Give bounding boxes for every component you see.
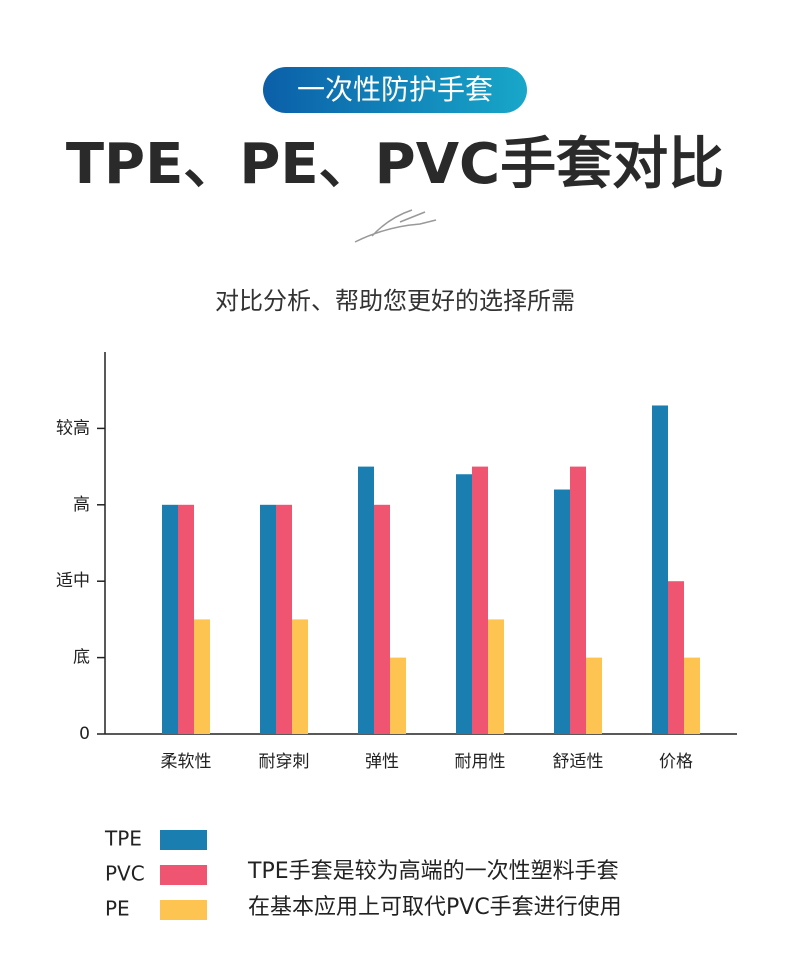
annotation: TPE手套是较为高端的一次性塑料手套: [247, 859, 619, 884]
legend-label: PE: [105, 897, 130, 921]
legend-swatch: [160, 865, 207, 885]
bar: [178, 504, 194, 734]
badge: 一次性防护手套: [297, 73, 493, 106]
x-tick-label: 柔软性: [161, 752, 212, 772]
badge-bg: [263, 67, 527, 113]
legend-swatch: [160, 900, 207, 920]
y-tick-label: 底: [73, 648, 90, 668]
bar: [162, 504, 178, 734]
bar: [260, 504, 276, 734]
bar: [586, 657, 602, 734]
bar: [456, 474, 472, 734]
bar: [684, 657, 700, 734]
bar: [390, 657, 406, 734]
x-tick-label: 耐用性: [455, 752, 506, 772]
chart-title: TPE、PE、PVC手套对比: [66, 132, 724, 197]
bar: [194, 619, 210, 734]
x-tick-label: 弹性: [365, 752, 399, 772]
hand-icon: [354, 209, 437, 243]
y-tick-label: 高: [73, 495, 90, 515]
legend-swatch: [160, 830, 207, 850]
annotation: 在基本应用上可取代PVC手套进行使用: [248, 895, 622, 920]
y-tick-label: 适中: [56, 571, 90, 591]
x-tick-label: 舒适性: [553, 752, 604, 772]
bar: [652, 405, 668, 734]
legend-label: PVC: [105, 862, 145, 886]
bar: [292, 619, 308, 734]
x-tick-label: 耐穿刺: [259, 752, 310, 772]
bar: [488, 619, 504, 734]
bar: [358, 466, 374, 734]
bar: [472, 466, 488, 734]
bar: [668, 581, 684, 734]
x-tick-label: 价格: [659, 752, 693, 772]
bar: [276, 504, 292, 734]
bar: [554, 489, 570, 734]
bar: [570, 466, 586, 734]
bar: [374, 504, 390, 734]
subtitle: 对比分析、帮助您更好的选择所需: [215, 287, 575, 315]
legend-label: TPE: [104, 827, 142, 851]
y-tick-label: 0: [79, 724, 90, 744]
y-tick-label: 较高: [56, 418, 90, 438]
